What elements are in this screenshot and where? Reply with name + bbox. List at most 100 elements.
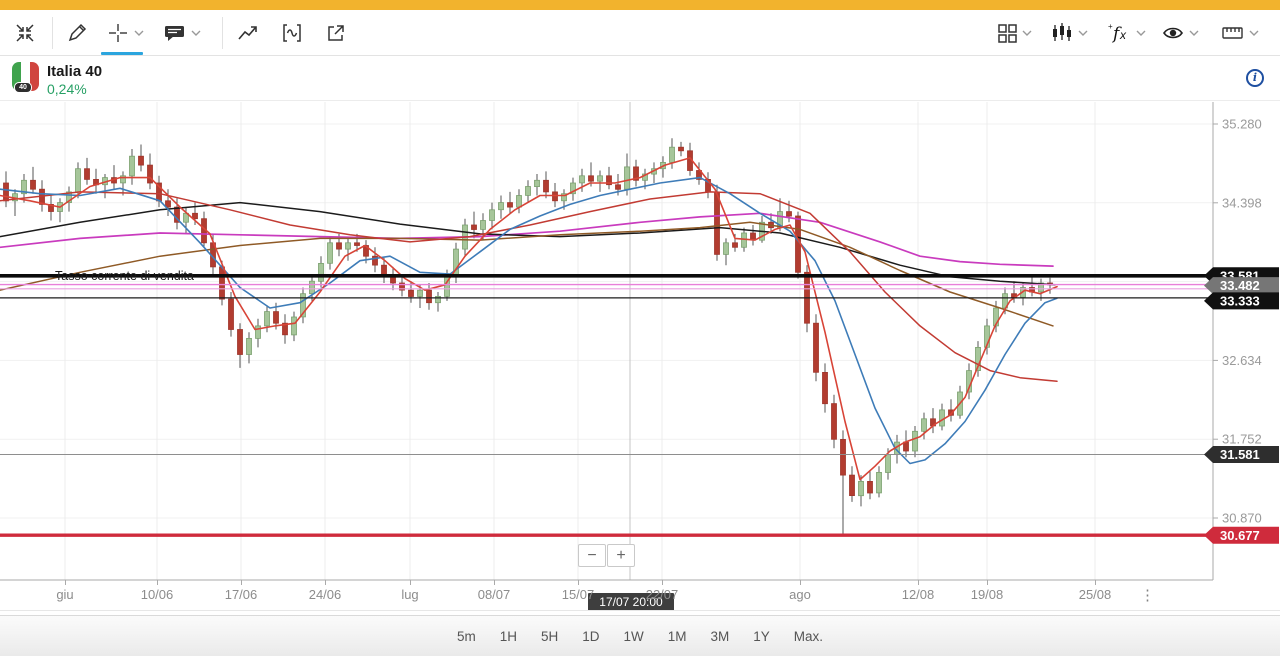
candle-body <box>219 266 225 300</box>
kebab-menu-icon[interactable]: ⋮ <box>1140 587 1155 604</box>
layout-button[interactable] <box>996 20 1032 46</box>
range-button-1h[interactable]: 1H <box>497 627 520 646</box>
indicators-button[interactable] <box>280 20 304 46</box>
candle-body <box>120 175 126 184</box>
collapse-button[interactable] <box>14 20 36 46</box>
candle-body <box>84 168 90 180</box>
candle-body <box>192 212 198 220</box>
range-button-5h[interactable]: 5H <box>538 627 561 646</box>
crosshair-icon <box>106 21 130 45</box>
zoom-in-button[interactable]: + <box>607 544 635 567</box>
candle-body <box>921 418 927 432</box>
candle-body <box>489 209 495 221</box>
x-tick-label: lug <box>401 587 419 602</box>
range-buttons: 5m 1H 5H 1D 1W 1M 3M 1Y Max. <box>454 627 826 646</box>
export-button[interactable] <box>325 20 347 46</box>
export-icon <box>325 22 347 44</box>
x-tick-label: giu <box>56 587 74 602</box>
measure-button[interactable] <box>1221 20 1259 46</box>
ma-line-blue <box>0 176 1058 465</box>
top-accent-bar <box>0 0 1280 10</box>
chevron-down-icon <box>134 30 144 36</box>
ma-line-red-fast <box>0 157 1058 481</box>
x-tick <box>65 580 66 585</box>
x-tick-label: 10/06 <box>140 587 174 602</box>
candle-body <box>30 179 36 190</box>
divider <box>0 610 1280 611</box>
x-tick <box>157 580 158 585</box>
candle-body <box>264 311 270 327</box>
candle-body <box>588 175 594 182</box>
candle-body <box>615 184 621 190</box>
range-button-max[interactable]: Max. <box>791 627 826 646</box>
price-tag <box>1204 446 1279 463</box>
candle-body <box>498 202 504 211</box>
range-button-1y[interactable]: 1Y <box>750 627 773 646</box>
price-tag <box>1204 277 1279 295</box>
price-tag <box>1204 526 1279 544</box>
x-tick <box>662 580 663 585</box>
svg-text:x: x <box>1119 28 1127 42</box>
annotation-button[interactable] <box>163 20 201 46</box>
candle-body <box>876 471 882 494</box>
ma-line-red-slow <box>0 191 1058 383</box>
zoom-controls: − + <box>578 544 635 567</box>
eye-icon <box>1161 22 1185 44</box>
candle-body <box>516 195 522 208</box>
x-tick-label: 19/08 <box>970 587 1004 602</box>
ma-line-brown <box>0 221 1054 327</box>
functions-icon: + f x <box>1106 21 1132 45</box>
x-tick <box>241 580 242 585</box>
candle-body <box>624 166 630 190</box>
x-axis-strip: 17/07 20:00 ⋮ giu 10/06 17/06 24/06 lug 08/07… <box>0 580 1280 611</box>
candle-body <box>426 289 432 304</box>
range-button-5m[interactable]: 5m <box>454 627 479 646</box>
trendline-button[interactable] <box>236 20 260 46</box>
candle-body <box>246 337 252 355</box>
chart-type-icon <box>1050 22 1074 44</box>
candle-body <box>480 220 486 230</box>
chart-type-button[interactable] <box>1050 20 1088 46</box>
range-button-1w[interactable]: 1W <box>621 627 647 646</box>
candle-body <box>993 307 999 327</box>
zoom-out-button[interactable]: − <box>578 544 606 567</box>
candle-body <box>138 155 144 166</box>
chevron-down-icon <box>1249 30 1259 36</box>
candle-body <box>354 242 360 246</box>
candle-body <box>696 170 702 180</box>
candle-body <box>741 232 747 248</box>
active-tool-underline <box>101 52 143 55</box>
x-tick <box>494 580 495 585</box>
draw-button[interactable] <box>66 20 88 46</box>
candle-body <box>552 191 558 202</box>
flag-badge: 40 <box>14 82 32 93</box>
candle-body <box>345 242 351 250</box>
candle-body <box>309 280 315 295</box>
price-tag-text: 33.482 <box>1220 278 1260 293</box>
chart-toolbar: + f x <box>0 10 1280 56</box>
candle-body <box>948 409 954 416</box>
info-icon[interactable]: i <box>1246 69 1264 87</box>
candle-body <box>912 430 918 452</box>
visibility-button[interactable] <box>1161 20 1199 46</box>
chevron-down-icon <box>1189 30 1199 36</box>
candle-body <box>786 211 792 217</box>
candle-body <box>255 325 261 339</box>
svg-text:f: f <box>1111 24 1122 44</box>
x-tick-label: 22/07 <box>645 587 679 602</box>
range-button-1d[interactable]: 1D <box>579 627 602 646</box>
chevron-down-icon <box>191 30 201 36</box>
x-tick <box>918 580 919 585</box>
range-button-1m[interactable]: 1M <box>665 627 690 646</box>
y-tick-label: 30.870 <box>1222 511 1262 526</box>
candle-body <box>795 215 801 273</box>
price-tag-text: 30.677 <box>1220 528 1260 543</box>
trendline-icon <box>236 22 260 44</box>
candle-body <box>273 311 279 324</box>
crosshair-tool-button[interactable] <box>106 20 144 46</box>
candle-body <box>714 191 720 255</box>
functions-button[interactable]: + f x <box>1106 20 1146 46</box>
candle-body <box>570 182 576 195</box>
range-button-3m[interactable]: 3M <box>708 627 733 646</box>
